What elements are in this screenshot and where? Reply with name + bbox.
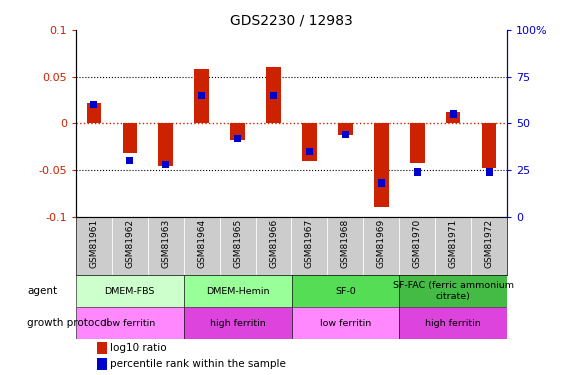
Text: agent: agent — [27, 286, 57, 296]
Text: GSM81964: GSM81964 — [197, 218, 206, 267]
Bar — [122, 123, 137, 153]
Text: DMEM-Hemin: DMEM-Hemin — [206, 286, 269, 296]
Text: low ferritin: low ferritin — [320, 319, 371, 328]
Bar — [97, 342, 107, 354]
Text: GSM81961: GSM81961 — [89, 218, 99, 268]
Text: GSM81968: GSM81968 — [341, 218, 350, 268]
Bar — [399, 275, 507, 307]
Bar — [328, 217, 363, 275]
Bar — [112, 217, 147, 275]
Bar — [220, 217, 255, 275]
Bar — [302, 123, 317, 160]
Bar — [292, 217, 328, 275]
Bar — [162, 160, 169, 168]
Text: GSM81967: GSM81967 — [305, 218, 314, 268]
Text: log10 ratio: log10 ratio — [110, 343, 167, 353]
Bar — [270, 92, 277, 99]
Bar — [126, 157, 134, 164]
Text: high ferritin: high ferritin — [210, 319, 265, 328]
Text: GSM81970: GSM81970 — [413, 218, 422, 268]
Bar — [374, 123, 388, 207]
Title: GDS2230 / 12983: GDS2230 / 12983 — [230, 13, 353, 27]
Bar — [436, 217, 471, 275]
Bar — [486, 168, 493, 176]
Bar — [292, 307, 399, 339]
Bar — [255, 217, 292, 275]
Bar — [410, 123, 424, 162]
Bar — [363, 217, 399, 275]
Bar — [194, 69, 209, 123]
Bar — [234, 135, 241, 142]
Text: GSM81962: GSM81962 — [125, 218, 134, 267]
Bar — [184, 275, 292, 307]
Bar — [184, 217, 220, 275]
Text: GSM81971: GSM81971 — [449, 218, 458, 268]
Text: GSM81966: GSM81966 — [269, 218, 278, 268]
Bar — [446, 112, 461, 123]
Bar — [230, 123, 245, 140]
Text: SF-FAC (ferric ammonium
citrate): SF-FAC (ferric ammonium citrate) — [393, 281, 514, 301]
Text: GSM81972: GSM81972 — [484, 218, 494, 267]
Text: low ferritin: low ferritin — [104, 319, 155, 328]
Bar — [449, 110, 457, 118]
Text: GSM81963: GSM81963 — [161, 218, 170, 268]
Text: SF-0: SF-0 — [335, 286, 356, 296]
Bar — [266, 68, 281, 123]
Text: GSM81965: GSM81965 — [233, 218, 242, 268]
Bar — [76, 217, 112, 275]
Text: growth protocol: growth protocol — [27, 318, 110, 328]
Bar — [184, 307, 292, 339]
Bar — [482, 123, 496, 168]
Bar — [342, 131, 349, 138]
Bar — [90, 101, 97, 108]
Bar — [378, 179, 385, 187]
Bar — [471, 217, 507, 275]
Text: DMEM-FBS: DMEM-FBS — [104, 286, 155, 296]
Bar — [399, 307, 507, 339]
Bar — [76, 275, 184, 307]
Bar — [147, 217, 184, 275]
Bar — [198, 92, 205, 99]
Text: percentile rank within the sample: percentile rank within the sample — [110, 359, 286, 369]
Bar — [306, 148, 313, 155]
Bar — [76, 307, 184, 339]
Bar — [414, 168, 421, 176]
Bar — [399, 217, 436, 275]
Bar — [159, 123, 173, 166]
Bar — [97, 358, 107, 370]
Text: high ferritin: high ferritin — [426, 319, 481, 328]
Text: GSM81969: GSM81969 — [377, 218, 386, 268]
Bar — [292, 275, 399, 307]
Bar — [86, 103, 101, 123]
Bar — [338, 123, 353, 135]
